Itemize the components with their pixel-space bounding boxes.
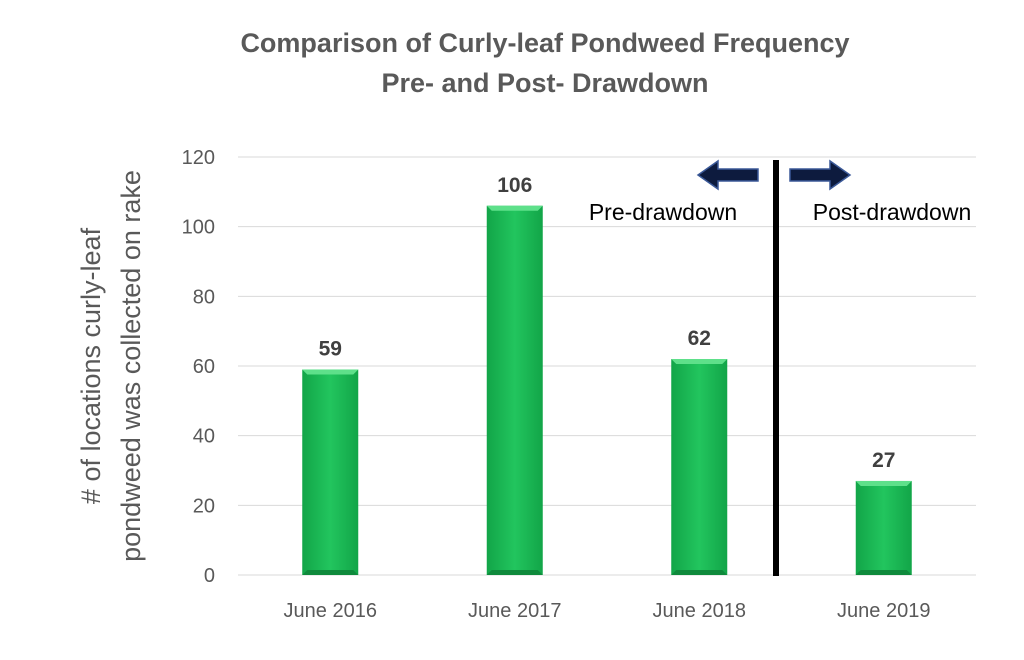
bar-bevel-bottom [855, 570, 912, 575]
y-tick-label: 100 [182, 217, 215, 239]
y-axis-label-line-2: pondweed was collected on rake [116, 170, 146, 562]
data-label: 59 [319, 337, 342, 360]
category-label: June 2019 [837, 600, 930, 622]
y-tick-label: 0 [204, 565, 215, 587]
bar-bevel-top [486, 205, 543, 211]
left-arrow-icon [696, 159, 759, 191]
y-tick-label: 80 [193, 286, 215, 308]
post-drawdown-label: Post-drawdown [813, 199, 972, 225]
category-labels: June 2016 June 2017 June 2018 June 2019 [284, 600, 931, 622]
data-labels: 59 106 62 27 [319, 174, 896, 472]
y-axis-label-line-1: # of locations curly-leaf [76, 227, 106, 504]
chart-title-line-1: Comparison of Curly-leaf Pondweed Freque… [240, 28, 849, 58]
category-label: June 2018 [653, 600, 746, 622]
data-label: 62 [688, 327, 711, 350]
bar-body [486, 205, 543, 575]
gridlines [238, 156, 976, 576]
pre-drawdown-label: Pre-drawdown [589, 199, 737, 225]
data-label: 27 [872, 449, 895, 472]
bar-bevel-top [671, 359, 728, 365]
bar [302, 369, 359, 575]
data-label: 106 [497, 174, 532, 197]
bar-bevel-top [855, 480, 912, 486]
y-tick-label: 60 [193, 356, 215, 378]
bar-bevel-bottom [671, 570, 728, 575]
category-label: June 2016 [284, 600, 377, 622]
bar-bevel-bottom [302, 570, 359, 575]
category-label: June 2017 [468, 600, 561, 622]
bar-body [302, 369, 359, 575]
y-tick-label: 120 [182, 147, 215, 169]
y-tick-label: 40 [193, 426, 215, 448]
y-axis-label: # of locations curly-leaf pondweed was c… [76, 170, 146, 562]
drawdown-divider: Pre-drawdown Post-drawdown [589, 159, 972, 576]
chart-title-line-2: Pre- and Post- Drawdown [381, 68, 708, 98]
bar-bevel-top [302, 369, 359, 375]
bar-body [671, 359, 728, 575]
bar [855, 480, 912, 575]
bar-bevel-bottom [486, 570, 543, 575]
right-arrow-icon [789, 159, 852, 191]
bar [486, 205, 543, 575]
divider-line [773, 160, 779, 576]
y-axis-ticks: 0 20 40 60 80 100 120 [182, 147, 215, 587]
bar-body [855, 480, 912, 575]
y-tick-label: 20 [193, 495, 215, 517]
bars [302, 205, 912, 575]
bar [671, 359, 728, 575]
